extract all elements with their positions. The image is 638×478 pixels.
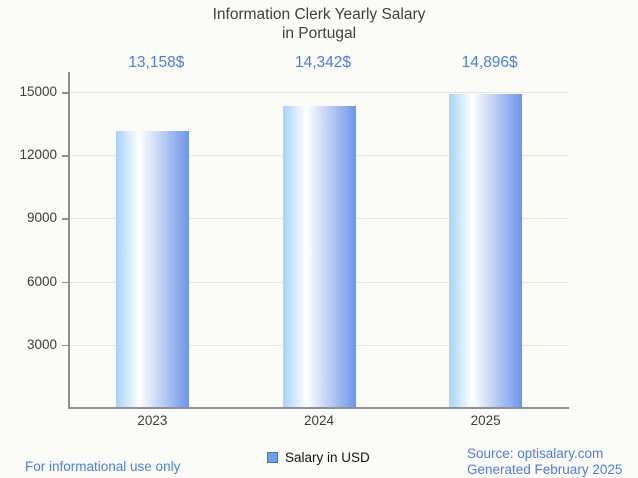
- x-tick-label-2024: 2024: [303, 413, 335, 428]
- y-tick-mark: [62, 155, 69, 157]
- y-tick-label: 12000: [19, 147, 57, 163]
- y-tick-mark: [62, 281, 69, 284]
- x-tick-label-2023: 2023: [137, 413, 168, 428]
- legend-label: Salary in USD: [285, 450, 370, 465]
- y-axis-line: [68, 72, 70, 408]
- chart-title-line2: in Portugal: [281, 25, 357, 42]
- bar-value-label-2023: 13,158$: [128, 54, 185, 71]
- generated-date: Generated February 2025: [467, 462, 623, 477]
- y-tick-label: 9000: [26, 210, 57, 226]
- y-tick-mark: [62, 344, 69, 347]
- chart-title-line1: Information Clerk Yearly Salary: [212, 6, 426, 23]
- y-tick-mark: [62, 218, 69, 220]
- y-tick-label: 6000: [26, 273, 57, 289]
- chart-title: Information Clerk Yearly Salary in Portu…: [0, 5, 638, 43]
- legend-swatch-icon: [267, 452, 278, 463]
- y-tick-label: 15000: [19, 84, 57, 99]
- y-tick-mark: [62, 92, 69, 94]
- x-axis-line: [68, 406, 569, 409]
- source-link[interactable]: Source: optisalary.com: [467, 446, 604, 461]
- gridline: [69, 92, 569, 93]
- source-attribution: Source: optisalary.com Generated Februar…: [467, 446, 622, 478]
- bar-2025[interactable]: [449, 94, 523, 408]
- bar-value-label-2024: 14,342$: [294, 54, 352, 71]
- legend-item-salary-in-usd[interactable]: Salary in USD: [267, 450, 370, 465]
- y-tick-label: 3000: [26, 336, 57, 352]
- x-tick-label-2025: 2025: [470, 413, 501, 428]
- bar-2024[interactable]: [282, 105, 356, 408]
- bar-2023[interactable]: [115, 130, 189, 408]
- bar-value-label-2025: 14,896$: [461, 54, 518, 71]
- disclaimer-text: For informational use only: [25, 459, 181, 474]
